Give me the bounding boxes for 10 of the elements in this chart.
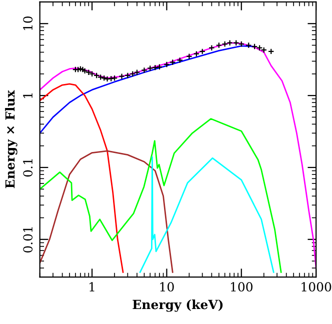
y-tick-label: 0.01 (23, 227, 33, 252)
x-tick-label: 100 (230, 282, 252, 292)
y-tick-label: 1 (23, 93, 32, 98)
y-tick-label: 0.1 (23, 159, 33, 177)
y-axis-title: Energy × Flux (5, 90, 18, 188)
y-tick-label: 10 (23, 16, 33, 30)
x-axis-title: Energy (keV) (132, 300, 223, 312)
x-tick-label: 1000 (302, 282, 332, 292)
x-tick-label: 1 (90, 282, 94, 292)
x-tick-label: 10 (160, 282, 174, 292)
